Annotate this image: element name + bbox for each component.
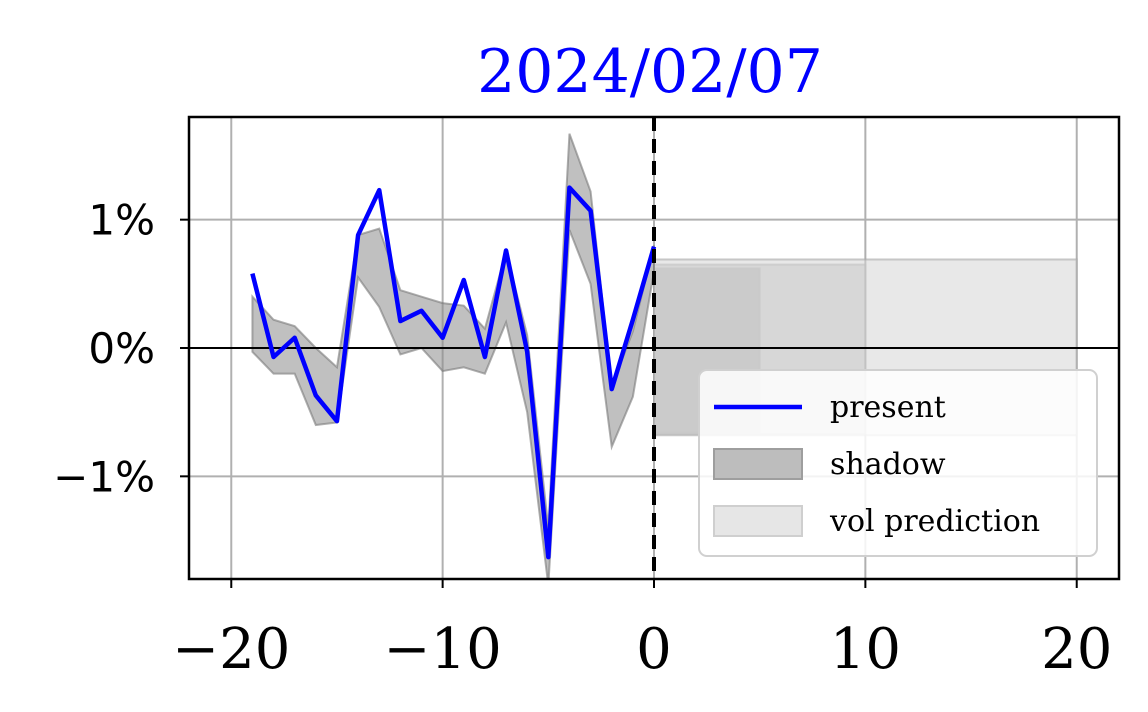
legend-label: shadow (830, 447, 946, 482)
legend-label: present (830, 390, 946, 425)
series-line-present (250, 185, 657, 560)
legend-label: vol prediction (829, 504, 1040, 539)
x-tick-label: 20 (1041, 617, 1112, 682)
y-tick-label: 1% (88, 196, 155, 245)
legend-swatch-patch (713, 505, 803, 537)
x-tick-label: 0 (636, 617, 672, 682)
x-tick-label: 10 (830, 617, 901, 682)
legend-swatch-patch (713, 448, 803, 480)
shadow-band (251, 133, 655, 579)
chart-title: 2024/02/07 (477, 37, 823, 107)
x-tick-label: −10 (384, 617, 502, 682)
y-tick-label: −1% (53, 452, 155, 501)
plot-area: −20 −10 0 10 20 1% 0% −1% present shadow vol predi… (53, 115, 1121, 682)
y-tick-label: 0% (88, 324, 155, 373)
legend: present shadow vol prediction (698, 369, 1098, 557)
x-tick-label: −20 (172, 617, 290, 682)
